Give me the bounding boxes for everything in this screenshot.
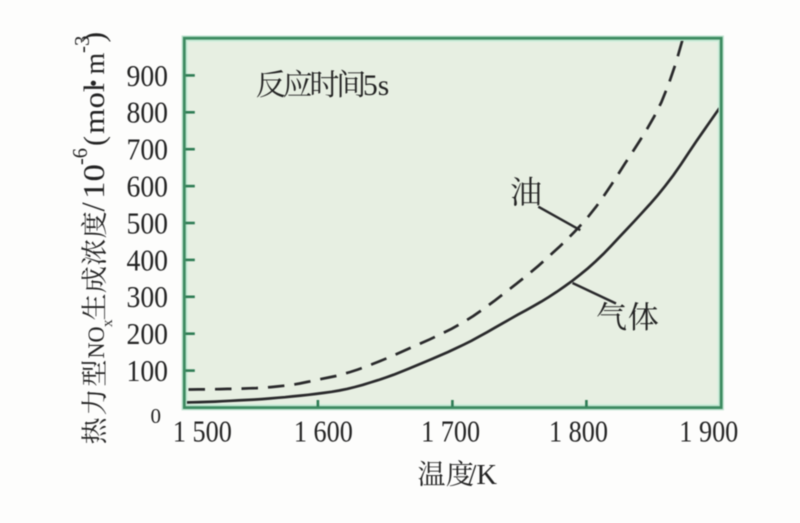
svg-text:·: ·: [69, 76, 118, 91]
svg-text:(: (: [78, 136, 111, 146]
svg-text:1 800: 1 800: [549, 413, 608, 448]
svg-text:NO: NO: [84, 327, 109, 359]
svg-text:200: 200: [127, 316, 169, 351]
svg-text:x: x: [100, 319, 116, 327]
svg-text:100: 100: [127, 353, 169, 388]
svg-text:m: m: [80, 53, 111, 75]
svg-text:1 500: 1 500: [173, 413, 232, 448]
svg-text:400: 400: [127, 242, 169, 277]
svg-text:-3: -3: [70, 36, 94, 54]
svg-text:): ): [75, 32, 111, 43]
svg-text:/: /: [76, 202, 112, 212]
svg-text:500: 500: [127, 205, 169, 240]
svg-text:5s: 5s: [363, 70, 389, 102]
svg-text:mol: mol: [78, 83, 111, 134]
svg-text:700: 700: [127, 132, 169, 167]
svg-text:-6: -6: [68, 148, 92, 165]
svg-text:1 600: 1 600: [294, 413, 353, 448]
svg-text:300: 300: [127, 279, 169, 314]
svg-text:/K: /K: [469, 460, 498, 491]
svg-text:1 700: 1 700: [421, 413, 480, 448]
svg-text:600: 600: [127, 169, 169, 204]
svg-text:800: 800: [127, 95, 169, 130]
svg-text:10: 10: [76, 164, 111, 199]
svg-text:1 900: 1 900: [679, 413, 738, 448]
svg-text:0: 0: [151, 404, 162, 428]
svg-text:900: 900: [127, 58, 169, 93]
